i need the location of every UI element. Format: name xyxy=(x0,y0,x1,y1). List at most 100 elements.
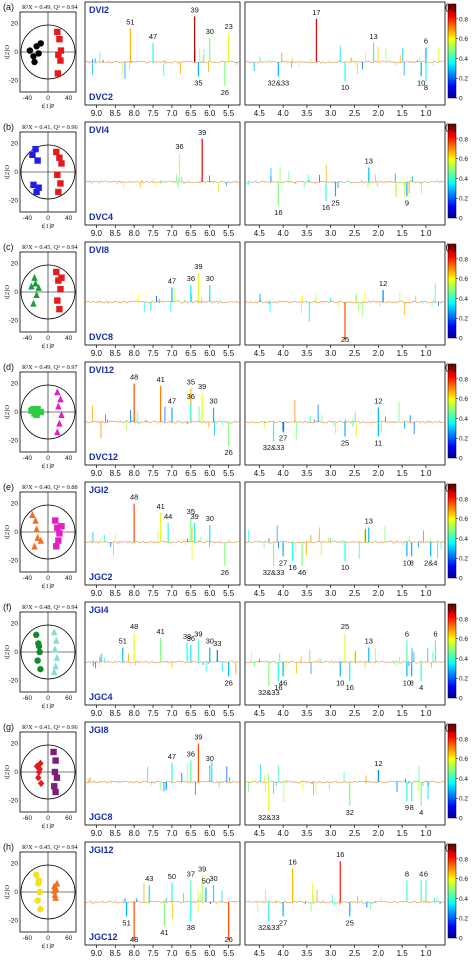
peak-label: 50 xyxy=(202,877,210,886)
group-label-bottom: JGC8 xyxy=(89,812,113,822)
peak-label: 39 xyxy=(198,382,206,391)
peak-label: 8 xyxy=(410,558,414,567)
score-plot-stat: R²X = 0.40, Q² = 0.88 xyxy=(22,484,78,491)
score-x-tick: -60 xyxy=(23,935,33,942)
score-plot-stat: R²X = 0.48, Q² = 0.94 xyxy=(22,604,79,611)
x-tick-label: 7.5 xyxy=(147,229,159,238)
panel-letter: (e) xyxy=(3,482,14,492)
score-x-tick: -60 xyxy=(23,815,33,822)
peak-label: 30 xyxy=(206,274,214,283)
x-tick-label: 2.5 xyxy=(349,469,361,478)
colorbar-tick-label: 0.6 xyxy=(459,396,468,403)
x-tick-label: 7.5 xyxy=(147,949,159,958)
score-point xyxy=(57,57,64,64)
x-tick-label: 1.0 xyxy=(420,949,432,958)
spectrum-baseline xyxy=(245,900,445,904)
colorbar-tick-label: 0.2 xyxy=(459,676,468,683)
colorbar-tick-label: 0.4 xyxy=(459,536,468,543)
group-label-top: DVI4 xyxy=(89,125,109,135)
score-point xyxy=(33,762,41,770)
colorbar-tick-label: 0 xyxy=(459,96,463,103)
peak-label: 27 xyxy=(279,434,287,443)
colorbar xyxy=(447,123,457,219)
panel-row-e: (e) R²X = 0.40, Q² = 0.88 -40 0 40 20 0 -20 t[1]… xyxy=(3,481,468,598)
score-y-tick: 20 xyxy=(11,20,19,27)
score-point xyxy=(55,188,62,196)
score-point xyxy=(37,40,44,47)
peak-label: 4 xyxy=(419,683,423,692)
spectrum-frame-aromatic xyxy=(84,121,241,226)
colorbar-tick-label: 0.6 xyxy=(459,276,468,283)
colorbar-tick-label: 0.2 xyxy=(459,76,468,83)
peak-label: 26 xyxy=(224,678,232,687)
score-point xyxy=(56,305,63,313)
peak-label: 10 xyxy=(417,78,425,87)
score-y-tick: 20 xyxy=(11,140,19,147)
score-x-tick: 0 xyxy=(46,935,50,942)
spectrum-baseline xyxy=(85,540,240,544)
group-label-bottom: DVC2 xyxy=(89,92,113,102)
x-tick-label: 1.5 xyxy=(397,829,409,838)
score-x-label: t[1]P xyxy=(42,703,55,710)
score-point xyxy=(54,524,61,531)
peak-label: 32&33 xyxy=(267,78,289,87)
score-plot-stat: R²X = 0.41, Q² = 0.96 xyxy=(22,724,78,731)
x-tick-label: 7.5 xyxy=(147,589,159,598)
peak-label: 26 xyxy=(224,448,232,457)
peak-label: 39 xyxy=(198,128,206,137)
peak-label: 27 xyxy=(279,558,287,567)
score-point xyxy=(32,279,39,287)
score-x-tick: 0 xyxy=(46,575,50,582)
score-point xyxy=(53,268,60,276)
score-point xyxy=(51,645,59,653)
peak-label: 26 xyxy=(221,88,229,97)
peak-label: 30 xyxy=(209,874,217,883)
x-tick-label: 3.5 xyxy=(301,709,313,718)
peak-label: 39 xyxy=(194,262,202,271)
colorbar-tick-label: 0.8 xyxy=(459,616,468,623)
score-y-tick: 20 xyxy=(11,740,19,747)
peak-label: 16 xyxy=(336,850,344,859)
score-x-label: t[1]P xyxy=(42,463,55,470)
score-y-tick: 0 xyxy=(14,289,18,296)
score-point xyxy=(37,665,44,673)
x-tick-label: 7.0 xyxy=(166,949,178,958)
x-tick-label: 6.5 xyxy=(185,949,197,958)
group-label-top: DVI8 xyxy=(89,245,109,255)
panel-letter-right: (g) xyxy=(445,722,456,732)
peak-label: 9 xyxy=(405,803,409,812)
score-point xyxy=(54,388,61,396)
x-tick-label: 8.0 xyxy=(129,109,141,118)
peak-label: 41 xyxy=(156,627,164,636)
peak-label: 32&33 xyxy=(263,568,285,577)
colorbar xyxy=(447,243,457,339)
peak-label: 47 xyxy=(149,32,157,41)
x-tick-label: 8.0 xyxy=(129,349,141,358)
peak-label: 35 xyxy=(187,507,195,516)
x-tick-label: 4.0 xyxy=(278,829,290,838)
score-point xyxy=(53,774,61,781)
score-point xyxy=(55,537,62,544)
peak-label: 43 xyxy=(145,874,153,883)
score-y-tick: -20 xyxy=(9,918,19,925)
score-y-tick: -20 xyxy=(9,318,19,325)
x-tick-label: 7.5 xyxy=(147,109,159,118)
peak-label: 36 xyxy=(187,274,195,283)
colorbar xyxy=(447,363,457,459)
spectrum-frame-aromatic xyxy=(84,841,241,946)
score-point xyxy=(51,886,58,894)
score-point xyxy=(54,428,61,436)
x-tick-label: 3.5 xyxy=(301,349,313,358)
peak-label: 37 xyxy=(187,869,195,878)
panel-letter-right: (d) xyxy=(445,362,456,372)
x-tick-label: 1.5 xyxy=(397,949,409,958)
x-tick-label: 9.0 xyxy=(91,469,103,478)
peak-label: 16 xyxy=(322,203,330,212)
score-point xyxy=(56,419,63,427)
x-tick-label: 9.0 xyxy=(91,829,103,838)
score-point xyxy=(54,297,61,304)
x-tick-label: 2.0 xyxy=(373,469,385,478)
score-y-label: t[2]O xyxy=(4,405,11,419)
score-point xyxy=(52,893,59,901)
